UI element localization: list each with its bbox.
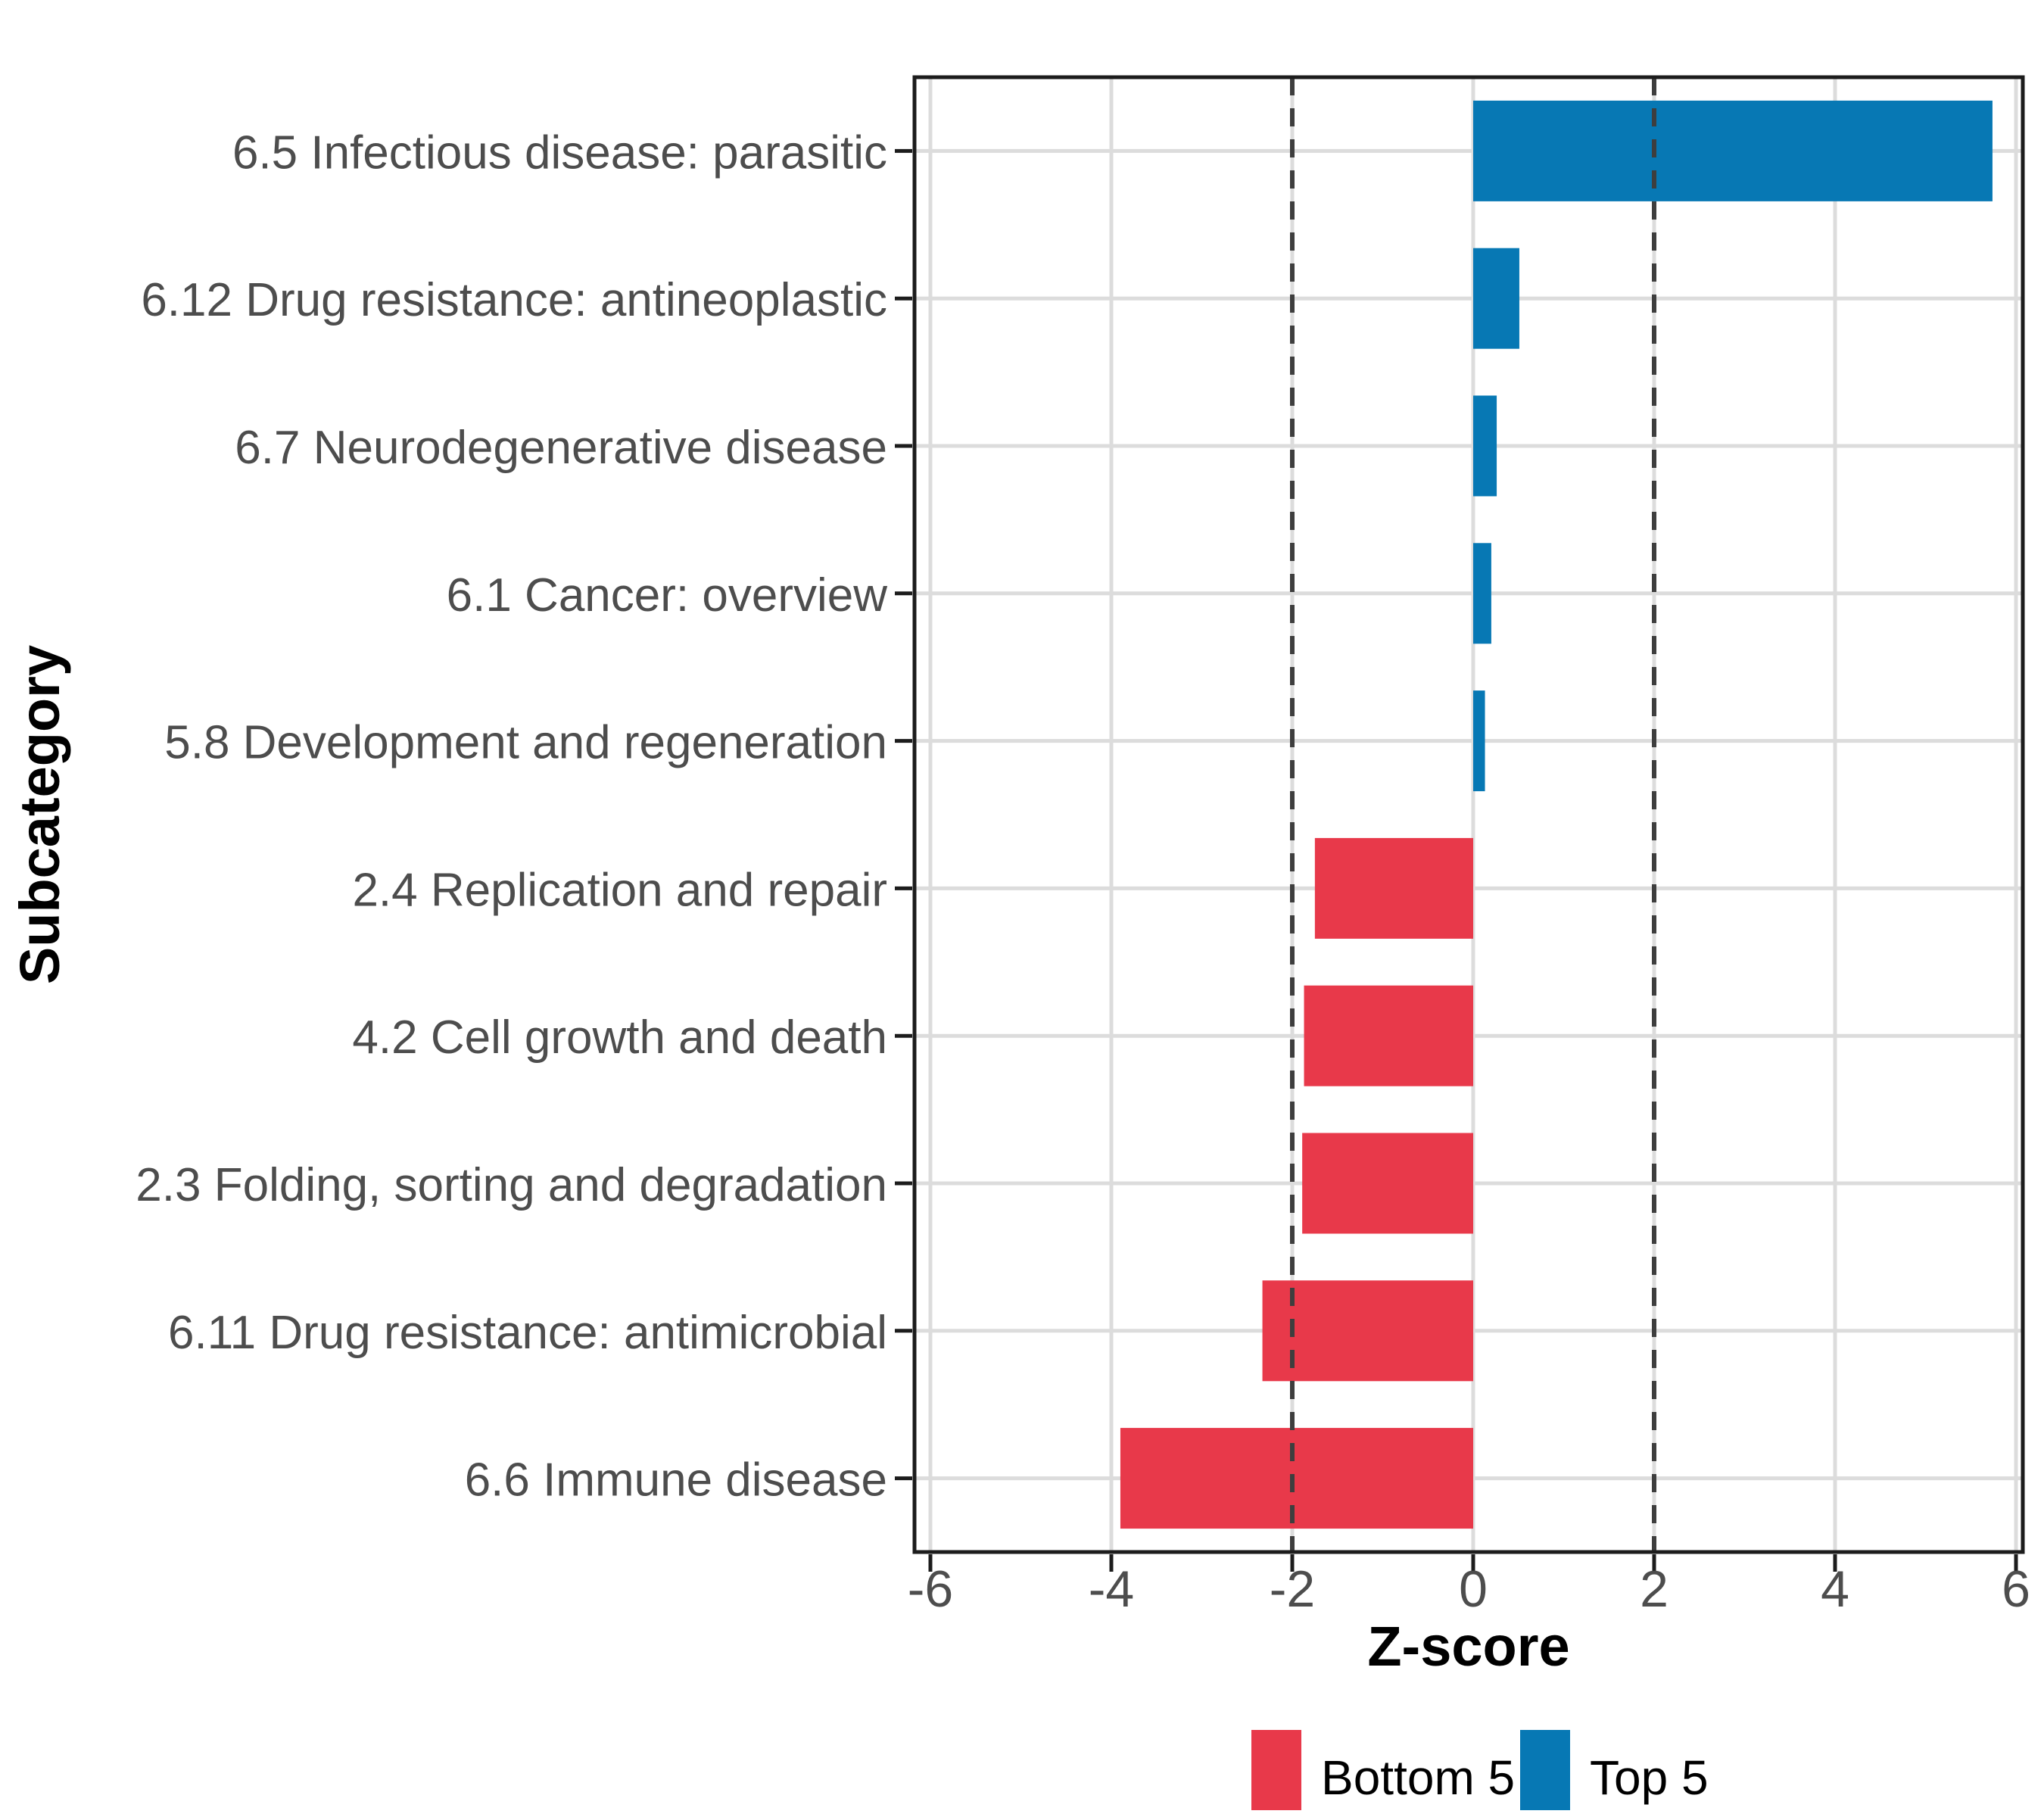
bar-6 bbox=[1314, 837, 1473, 939]
legend-label-top-5: Top 5 bbox=[1590, 1750, 1709, 1805]
bar-10 bbox=[1120, 1428, 1473, 1529]
category-label-row4: 6.1 Cancer: overview bbox=[447, 569, 888, 622]
x-axis-title: Z-score bbox=[1367, 1615, 1569, 1678]
x-tick-label-4: 4 bbox=[1821, 1560, 1849, 1618]
legend-key-bottom-5 bbox=[1251, 1730, 1301, 1810]
x-tick-label--6: -6 bbox=[908, 1560, 953, 1618]
category-label-row3: 6.7 Neurodegenerative disease bbox=[235, 422, 887, 474]
bar-5 bbox=[1473, 690, 1485, 792]
legend-key-top-5 bbox=[1520, 1730, 1570, 1810]
bar-4 bbox=[1473, 543, 1491, 644]
x-tick-label-6: 6 bbox=[2002, 1560, 2030, 1618]
x-tick-label-2: 2 bbox=[1640, 1560, 1669, 1618]
bar-7 bbox=[1304, 985, 1473, 1086]
x-tick-label--4: -4 bbox=[1089, 1560, 1134, 1618]
category-label-row10: 6.6 Immune disease bbox=[465, 1454, 887, 1507]
category-label-row8: 2.3 Folding, sorting and degradation bbox=[136, 1159, 887, 1211]
panel-border bbox=[912, 75, 2025, 1554]
x-tick-label-0: 0 bbox=[1459, 1560, 1488, 1618]
category-label-row2: 6.12 Drug resistance: antineoplastic bbox=[141, 274, 887, 326]
category-label-row7: 4.2 Cell growth and death bbox=[352, 1011, 887, 1064]
category-label-row6: 2.4 Replication and repair bbox=[352, 864, 887, 916]
category-label-row1: 6.5 Infectious disease: parasitic bbox=[232, 126, 887, 179]
category-label-row5: 5.8 Development and regeneration bbox=[164, 717, 887, 769]
bar-2 bbox=[1473, 248, 1519, 349]
x-tick-label--2: -2 bbox=[1270, 1560, 1315, 1618]
bar-3 bbox=[1473, 395, 1497, 497]
legend-label-bottom-5: Bottom 5 bbox=[1321, 1750, 1515, 1805]
bar-8 bbox=[1302, 1133, 1473, 1234]
bar-9 bbox=[1262, 1280, 1473, 1382]
category-label-row9: 6.11 Drug resistance: antimicrobial bbox=[168, 1307, 887, 1359]
y-axis-title: Subcategory bbox=[8, 645, 71, 984]
bar-1 bbox=[1473, 100, 1993, 201]
